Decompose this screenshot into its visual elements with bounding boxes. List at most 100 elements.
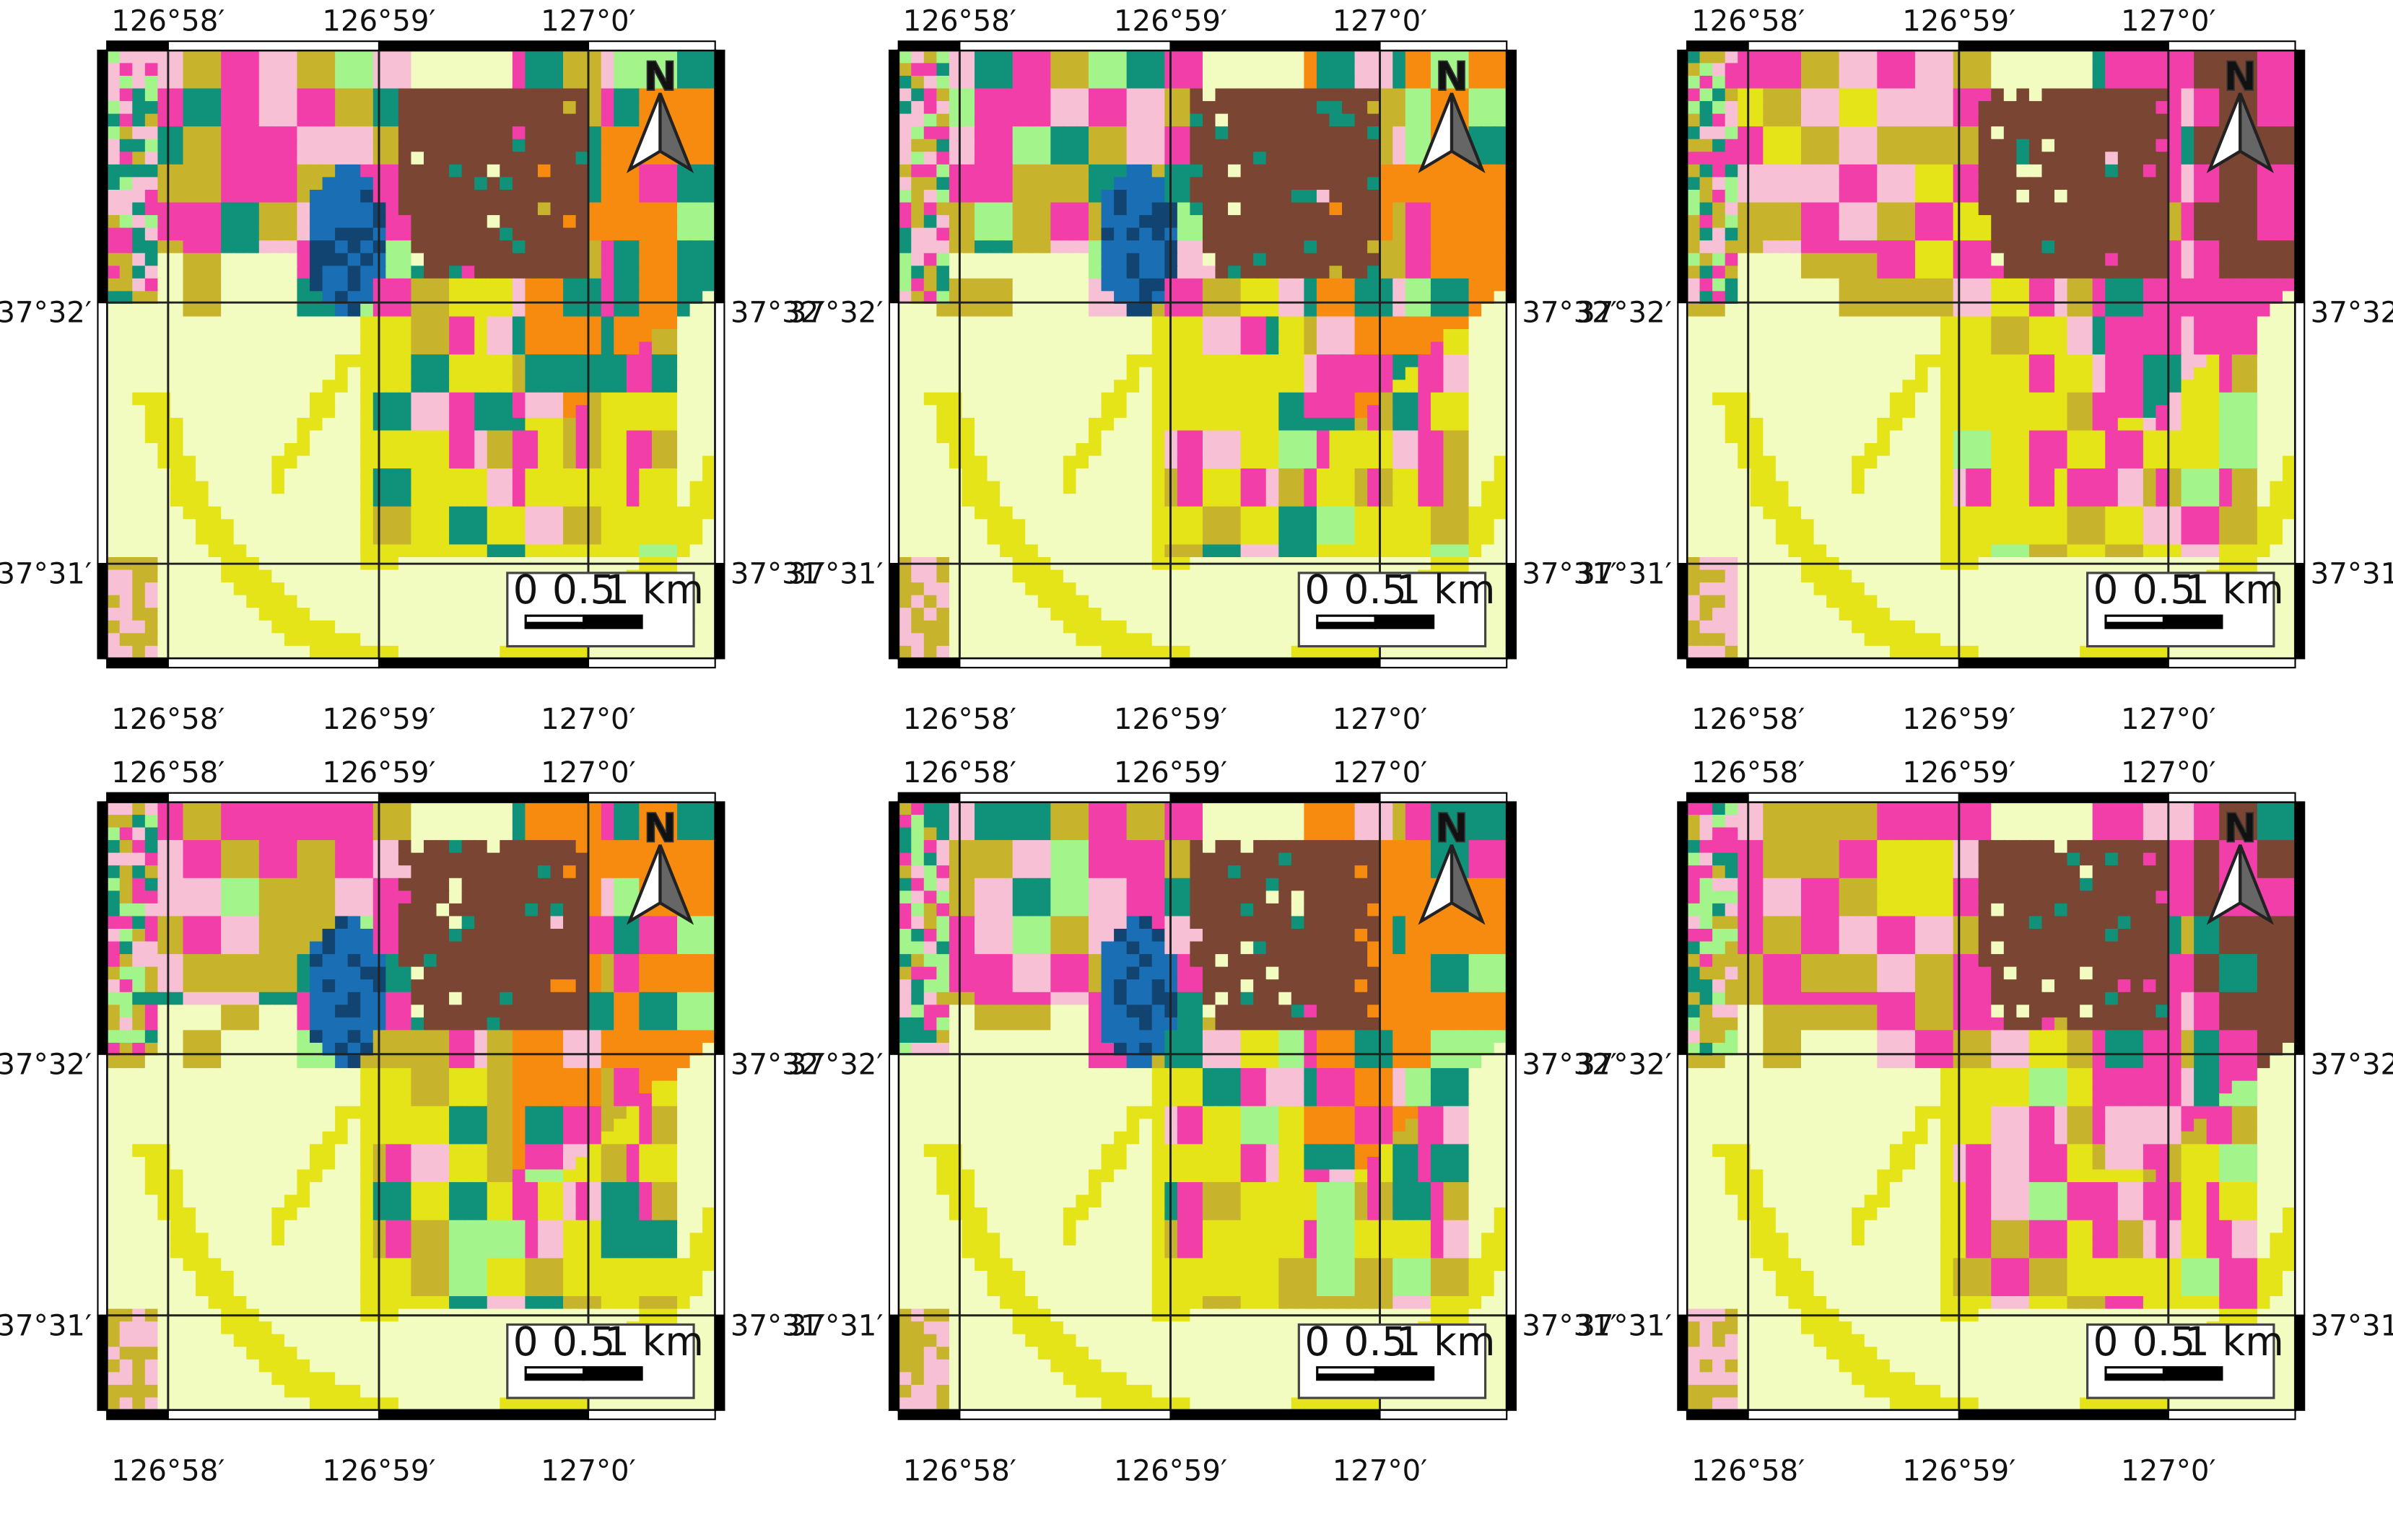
longitude-label: 126°59′ [1114, 4, 1227, 38]
longitude-label: 126°59′ [1902, 703, 2015, 736]
latitude-label: 37°32′ [0, 1048, 92, 1081]
north-arrow-icon: N [1418, 805, 1486, 925]
scale-bar-tick-label: 0.5 [1343, 1318, 1407, 1365]
north-arrow-label: N [1435, 805, 1468, 851]
longitude-label: 126°58′ [1691, 4, 1805, 38]
latitude-label: 37°32′ [731, 297, 826, 330]
scale-bar-tick-label: 0 [513, 566, 539, 613]
longitude-label: 126°58′ [903, 703, 1016, 736]
scale-bar: 0 0.51 km [1297, 1318, 1496, 1399]
latitude-label: 37°32′ [2311, 297, 2393, 330]
scale-bar-tick-label: 1 km [604, 1318, 704, 1365]
north-arrow-icon: N [626, 53, 694, 174]
scale-bar-tick-label: 0.5 [1343, 566, 1407, 613]
graticule [898, 802, 1507, 1411]
scale-bar-tick-label: 0.5 [552, 566, 616, 613]
scale-bar-tick-label: 0 [1304, 566, 1330, 613]
longitude-label: 126°59′ [322, 4, 435, 38]
longitude-label: 126°59′ [322, 756, 435, 789]
scale-bar-tick-label: 0 [2093, 1318, 2119, 1365]
scale-bar-tick-label: 0 [1304, 1318, 1330, 1365]
north-arrow-icon: N [2206, 53, 2274, 174]
latitude-label: 37°31′ [1522, 558, 1617, 591]
latitude-label: 37°31′ [731, 1309, 826, 1342]
longitude-label: 127°0′ [2121, 756, 2216, 789]
latitude-label: 37°31′ [1577, 558, 1672, 591]
longitude-label: 127°0′ [1333, 1454, 1428, 1487]
scale-bar: 0 0.51 km [1297, 566, 1496, 648]
longitude-label: 127°0′ [1333, 4, 1428, 38]
scale-bar-tick-label: 0.5 [2132, 566, 2196, 613]
longitude-label: 126°58′ [903, 1454, 1016, 1487]
latitude-label: 37°32′ [0, 297, 92, 330]
latitude-label: 37°31′ [0, 558, 92, 591]
graticule [107, 50, 715, 659]
longitude-label: 126°59′ [322, 1454, 435, 1487]
longitude-label: 126°59′ [1902, 1454, 2015, 1487]
map-panel-g: 126°58′ 126°58′ 126°59′ 126°59′ 127°0′ 127°0′… [0, 756, 826, 1487]
longitude-label: 127°0′ [1333, 703, 1428, 736]
north-arrow-label: N [643, 805, 676, 851]
scale-bar-tick-label: 0.5 [552, 1318, 616, 1365]
longitude-label: 127°0′ [2121, 1454, 2216, 1487]
longitude-label: 126°58′ [903, 756, 1016, 789]
north-arrow-icon: N [626, 805, 694, 925]
scale-bar-tick-label: 1 km [1396, 566, 1496, 613]
north-arrow-icon: N [1418, 53, 1486, 174]
longitude-label: 126°59′ [1114, 703, 1227, 736]
graticule [1687, 802, 2296, 1411]
longitude-label: 126°59′ [322, 703, 435, 736]
longitude-label: 126°58′ [1691, 703, 1805, 736]
graticule [898, 50, 1507, 659]
latitude-label: 37°31′ [0, 1309, 92, 1342]
latitude-label: 37°31′ [788, 558, 884, 591]
latitude-label: 37°31′ [731, 558, 826, 591]
longitude-label: 126°58′ [111, 1454, 225, 1487]
scale-bar-tick-label: 0 [513, 1318, 539, 1365]
scale-bar: 0 0.51 km [2086, 566, 2284, 648]
map-panel-e: 126°58′ 126°58′ 126°59′ 126°59′ 127°0′ 127°0′… [788, 4, 1617, 853]
longitude-label: 126°58′ [111, 703, 225, 736]
north-arrow-label: N [1435, 53, 1468, 100]
graticule [1687, 50, 2296, 659]
latitude-label: 37°32′ [1522, 297, 1617, 330]
longitude-label: 127°0′ [541, 4, 636, 38]
graticule [107, 802, 715, 1411]
north-arrow-label: N [2223, 53, 2257, 100]
latitude-label: 37°32′ [2311, 1048, 2393, 1081]
longitude-label: 127°0′ [541, 756, 636, 789]
north-arrow-label: N [2223, 805, 2257, 851]
map-panel-f: 126°58′ 126°58′ 126°59′ 126°59′ 127°0′ 127°0′… [1577, 4, 2393, 853]
scale-bar-tick-label: 1 km [2184, 566, 2284, 613]
scale-bar: 0 0.51 km [506, 1318, 704, 1399]
longitude-label: 126°59′ [1114, 756, 1227, 789]
longitude-label: 126°59′ [1902, 756, 2015, 789]
map-panel-h: 126°58′ 126°58′ 126°59′ 126°59′ 127°0′ 127°0′… [788, 756, 1617, 1487]
longitude-label: 126°58′ [1691, 1454, 1805, 1487]
map-panel-d: 126°58′ 126°58′ 126°59′ 126°59′ 127°0′ 127°0′… [0, 4, 825, 853]
longitude-label: 126°58′ [1691, 756, 1805, 789]
longitude-label: 127°0′ [541, 703, 636, 736]
scale-bar-tick-label: 1 km [604, 566, 704, 613]
latitude-label: 37°32′ [788, 297, 884, 330]
scale-bar-tick-label: 0.5 [2132, 1318, 2196, 1365]
latitude-label: 37°31′ [2311, 558, 2393, 591]
longitude-label: 127°0′ [2121, 703, 2216, 736]
latitude-label: 37°32′ [731, 1048, 826, 1081]
scale-bar: 0 0.51 km [2086, 1318, 2284, 1399]
latitude-label: 37°31′ [1577, 1309, 1672, 1342]
longitude-label: 127°0′ [541, 1454, 636, 1487]
longitude-label: 127°0′ [2121, 4, 2216, 38]
north-arrow-label: N [643, 53, 676, 100]
scale-bar-tick-label: 1 km [1396, 1318, 1496, 1365]
latitude-label: 37°32′ [1577, 297, 1672, 330]
latitude-label: 37°32′ [1577, 1048, 1672, 1081]
longitude-label: 126°58′ [111, 756, 225, 789]
latitude-label: 37°31′ [2311, 1309, 2393, 1342]
scale-bar: 0 0.51 km [506, 566, 704, 648]
land-cover-raster [107, 802, 715, 1411]
scale-bar-tick-label: 0 [2093, 566, 2119, 613]
map-panel-i: 126°58′ 126°58′ 126°59′ 126°59′ 127°0′ 127°0′… [1577, 756, 2393, 1487]
latitude-label: 37°32′ [788, 1048, 884, 1081]
